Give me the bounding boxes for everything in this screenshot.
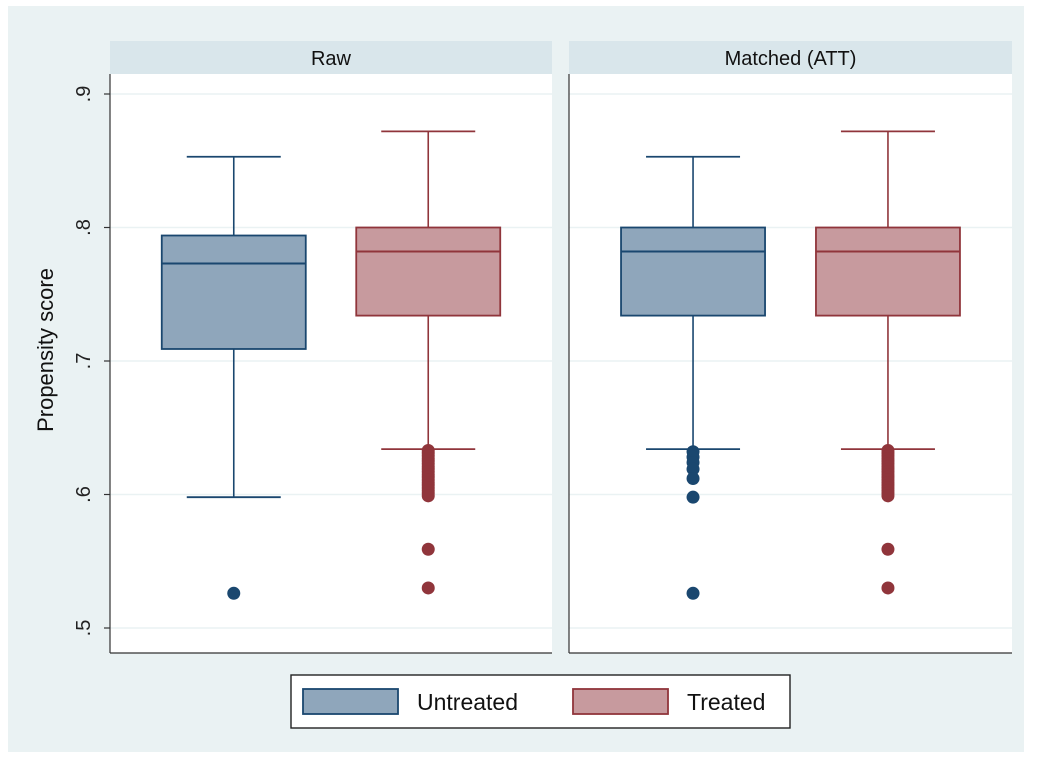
y-tick-label-4: .9: [73, 86, 95, 103]
panel-2-treated-outlier-17: [881, 489, 895, 503]
panel-2-untreated-box: [620, 226, 766, 317]
legend-swatch-untreated: [302, 688, 399, 715]
panel-1-treated-outlier-19: [421, 581, 435, 595]
panel-1-untreated-box: [160, 234, 307, 350]
legend-label-untreated: Untreated: [417, 689, 518, 715]
panel-2-treated-outlier-19: [881, 581, 895, 595]
y-tick-label-3: .8: [73, 219, 95, 236]
panel-2-title: Matched (ATT): [725, 48, 857, 70]
panel-1-treated-box: [355, 226, 502, 317]
panel-1-strip: [110, 41, 552, 74]
y-axis-title: Propensity score: [33, 268, 58, 432]
panel-1-untreated-outlier-0: [227, 586, 241, 600]
y-tick-label-0: .5: [73, 620, 95, 637]
panel-2-treated-box: [815, 226, 961, 317]
legend-label-treated: Treated: [687, 689, 765, 715]
panel-1-plot-area: [110, 74, 552, 653]
panel-2-strip: [569, 41, 1012, 74]
panel-2-untreated-outlier-5: [686, 490, 700, 504]
y-tick-label-1: .6: [73, 486, 95, 503]
panel-1-title: Raw: [311, 48, 352, 70]
panel-2-plot-area: [569, 74, 1012, 653]
panel-1-treated-outlier-17: [421, 489, 435, 503]
legend-swatch-treated: [572, 688, 669, 715]
panel-1-treated-outlier-18: [421, 542, 435, 556]
panel-2-untreated-outlier-6: [686, 586, 700, 600]
panel-2-untreated-outlier-4: [686, 471, 700, 485]
panel-2-untreated-outlier-3: [686, 462, 700, 476]
panel-2-treated-outlier-18: [881, 542, 895, 556]
y-tick-label-2: .7: [73, 353, 95, 370]
